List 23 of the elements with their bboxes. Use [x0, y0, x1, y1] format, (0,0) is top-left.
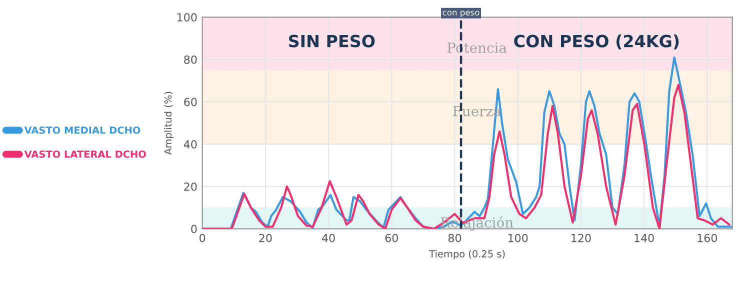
- legend-label: VASTO MEDIAL DCHO: [24, 126, 140, 134]
- ref-line-label: con peso: [442, 10, 480, 18]
- x-tick-label: 60: [385, 234, 398, 242]
- x-axis-title: Tiempo (0.25 s): [429, 250, 505, 260]
- y-tick-label: 20: [184, 182, 197, 191]
- legend-label: VASTO LATERAL DCHO: [24, 150, 146, 158]
- annotation: SIN PESO: [289, 34, 375, 48]
- x-tick-label: 160: [698, 234, 717, 242]
- x-tick-label: 120: [572, 234, 591, 242]
- annotation: CON PESO (24KG): [514, 34, 679, 50]
- y-tick-label: 60: [184, 98, 197, 106]
- y-tick-label: 80: [184, 55, 197, 64]
- x-tick-label: 20: [259, 234, 272, 242]
- y-tick-label: 0: [191, 224, 197, 234]
- x-tick-label: 100: [508, 234, 528, 242]
- line-series: [202, 84, 730, 229]
- y-axis-title: Amplitud (%): [164, 92, 174, 155]
- x-tick-label: 140: [634, 234, 654, 242]
- y-tick-label: 100: [177, 13, 197, 22]
- x-tick-label: 0: [200, 234, 206, 242]
- x-tick-label: 40: [322, 234, 335, 242]
- y-tick-label: 40: [184, 140, 197, 149]
- x-tick-label: 80: [448, 234, 462, 242]
